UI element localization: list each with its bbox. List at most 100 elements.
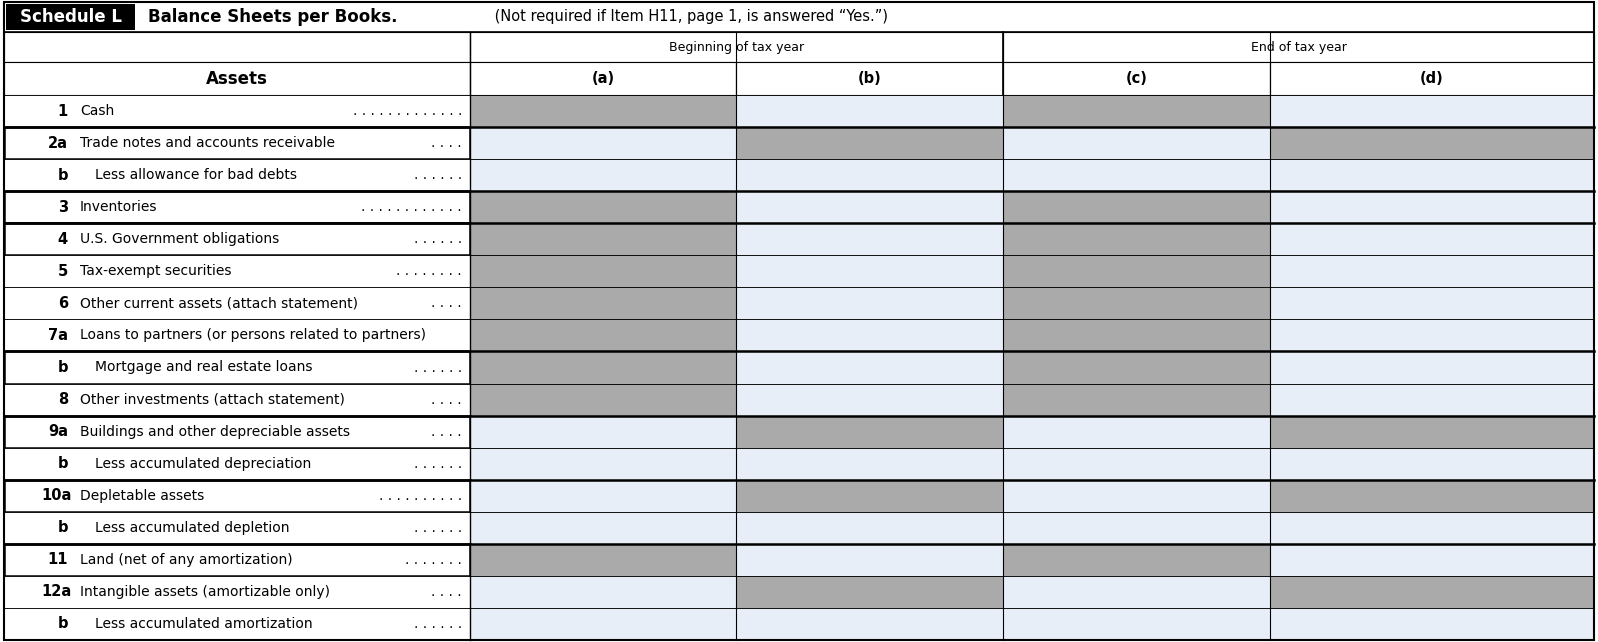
Bar bbox=[1004, 32, 1593, 62]
Text: Tax-exempt securities: Tax-exempt securities bbox=[80, 265, 232, 279]
Text: b: b bbox=[58, 168, 69, 182]
Bar bbox=[470, 608, 737, 640]
Text: Intangible assets (amortizable only): Intangible assets (amortizable only) bbox=[80, 585, 331, 599]
Text: . . . . . .: . . . . . . bbox=[414, 521, 462, 535]
Text: U.S. Government obligations: U.S. Government obligations bbox=[80, 232, 280, 247]
Bar bbox=[1270, 127, 1593, 159]
Bar bbox=[470, 127, 737, 159]
Bar bbox=[737, 544, 1004, 576]
Bar bbox=[1004, 415, 1270, 447]
Bar bbox=[5, 32, 470, 62]
Text: Less accumulated amortization: Less accumulated amortization bbox=[94, 617, 313, 631]
Bar bbox=[1270, 191, 1593, 223]
Bar bbox=[5, 544, 470, 576]
Bar bbox=[1004, 62, 1270, 95]
Bar bbox=[470, 576, 737, 608]
Bar bbox=[737, 383, 1004, 415]
Bar bbox=[470, 351, 737, 383]
Bar bbox=[5, 95, 470, 127]
Text: (c): (c) bbox=[1125, 71, 1147, 86]
Bar bbox=[5, 2, 1593, 32]
Bar bbox=[1270, 95, 1593, 127]
Bar bbox=[737, 95, 1004, 127]
Text: . . . . . . .: . . . . . . . bbox=[406, 553, 462, 567]
Text: . . . .: . . . . bbox=[431, 585, 462, 599]
Text: 12a: 12a bbox=[42, 584, 72, 600]
Bar bbox=[1004, 159, 1270, 191]
Bar bbox=[470, 447, 737, 480]
Bar bbox=[1004, 608, 1270, 640]
Bar bbox=[1270, 62, 1593, 95]
Text: End of tax year: End of tax year bbox=[1251, 40, 1347, 53]
Text: 9a: 9a bbox=[48, 424, 69, 439]
Bar bbox=[1004, 223, 1270, 256]
Bar bbox=[470, 415, 737, 447]
Text: . . . . . .: . . . . . . bbox=[414, 232, 462, 247]
Bar bbox=[1004, 576, 1270, 608]
Bar bbox=[5, 512, 470, 544]
Bar bbox=[1004, 95, 1270, 127]
Bar bbox=[5, 320, 470, 351]
Text: b: b bbox=[58, 520, 69, 535]
Bar bbox=[1004, 288, 1270, 320]
Bar bbox=[470, 512, 737, 544]
Text: . . . .: . . . . bbox=[431, 392, 462, 406]
Text: (Not required if Item H11, page 1, is answered “Yes.”): (Not required if Item H11, page 1, is an… bbox=[491, 10, 888, 24]
Bar bbox=[470, 320, 737, 351]
Bar bbox=[1270, 256, 1593, 288]
Bar bbox=[737, 288, 1004, 320]
Text: . . . . . . . .: . . . . . . . . bbox=[396, 265, 462, 279]
Text: 11: 11 bbox=[48, 552, 69, 568]
Text: b: b bbox=[58, 616, 69, 632]
Text: Land (net of any amortization): Land (net of any amortization) bbox=[80, 553, 292, 567]
Text: Less allowance for bad debts: Less allowance for bad debts bbox=[94, 168, 297, 182]
Bar bbox=[737, 127, 1004, 159]
Text: 6: 6 bbox=[58, 296, 69, 311]
Text: Trade notes and accounts receivable: Trade notes and accounts receivable bbox=[80, 136, 336, 150]
Bar bbox=[470, 223, 737, 256]
Bar bbox=[1004, 480, 1270, 512]
Bar bbox=[1270, 512, 1593, 544]
Bar bbox=[5, 288, 470, 320]
Bar bbox=[470, 544, 737, 576]
Text: Other investments (attach statement): Other investments (attach statement) bbox=[80, 392, 345, 406]
Text: b: b bbox=[58, 360, 69, 375]
Bar bbox=[5, 256, 470, 288]
Bar bbox=[5, 351, 470, 383]
Text: . . . .: . . . . bbox=[431, 136, 462, 150]
Text: (a): (a) bbox=[591, 71, 615, 86]
Bar bbox=[470, 95, 737, 127]
Bar bbox=[5, 159, 470, 191]
Text: 8: 8 bbox=[58, 392, 69, 407]
Bar bbox=[1270, 383, 1593, 415]
Text: . . . .: . . . . bbox=[431, 424, 462, 438]
Bar bbox=[470, 256, 737, 288]
Bar bbox=[737, 608, 1004, 640]
Bar bbox=[1004, 447, 1270, 480]
Text: Less accumulated depletion: Less accumulated depletion bbox=[94, 521, 289, 535]
Text: Inventories: Inventories bbox=[80, 200, 158, 214]
Text: Cash: Cash bbox=[80, 104, 113, 118]
Text: . . . . . . . . . . . .: . . . . . . . . . . . . bbox=[361, 200, 462, 214]
Bar bbox=[470, 191, 737, 223]
Text: (d): (d) bbox=[1421, 71, 1445, 86]
Bar bbox=[1004, 191, 1270, 223]
Bar bbox=[1270, 415, 1593, 447]
Bar bbox=[5, 223, 470, 256]
Bar bbox=[5, 415, 470, 447]
Bar bbox=[5, 576, 470, 608]
Bar bbox=[470, 383, 737, 415]
Text: . . . .: . . . . bbox=[431, 297, 462, 310]
Bar bbox=[737, 159, 1004, 191]
Bar bbox=[737, 576, 1004, 608]
Bar bbox=[737, 415, 1004, 447]
Bar bbox=[1004, 256, 1270, 288]
Text: Less accumulated depreciation: Less accumulated depreciation bbox=[94, 456, 312, 471]
Text: Mortgage and real estate loans: Mortgage and real estate loans bbox=[94, 361, 313, 374]
Bar bbox=[1270, 544, 1593, 576]
Bar bbox=[737, 447, 1004, 480]
Bar bbox=[5, 191, 470, 223]
Text: Buildings and other depreciable assets: Buildings and other depreciable assets bbox=[80, 424, 350, 438]
Bar bbox=[5, 447, 470, 480]
Bar bbox=[5, 480, 470, 512]
